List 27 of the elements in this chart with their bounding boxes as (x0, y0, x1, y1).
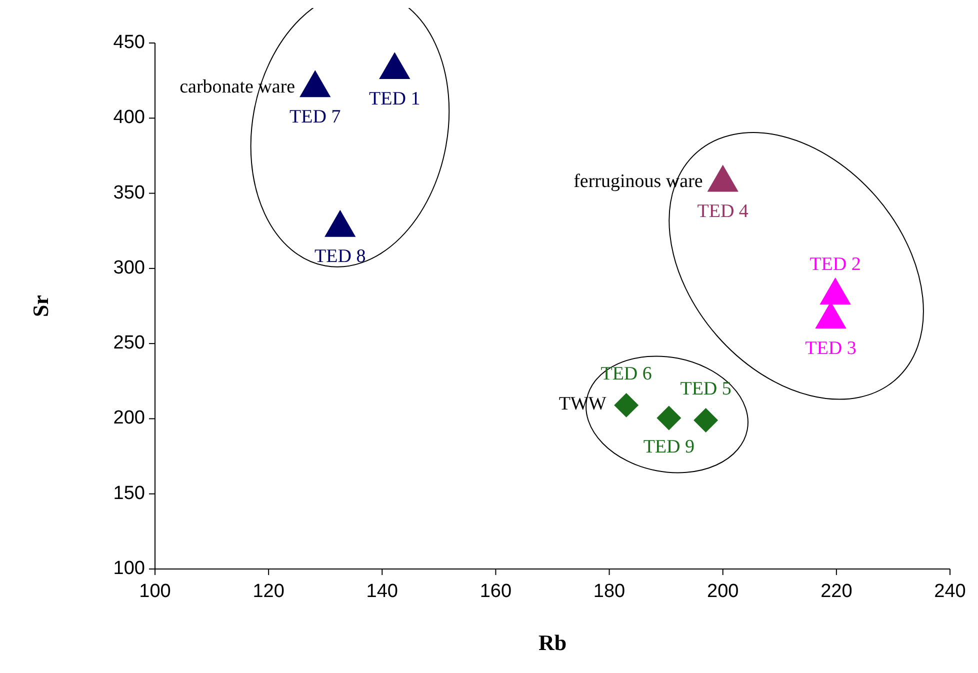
x-tick-label: 120 (252, 581, 284, 602)
y-axis-title: Sr (28, 294, 53, 317)
y-tick-label: 350 (113, 182, 145, 204)
data-label: TED 5 (680, 378, 732, 400)
x-tick-label: 220 (820, 581, 852, 602)
y-tick-label: 150 (113, 482, 145, 504)
data-label: TED 7 (290, 106, 341, 128)
y-tick-label: 200 (113, 408, 145, 429)
x-tick-label: 200 (707, 581, 739, 602)
data-label: TED 2 (810, 254, 861, 275)
x-axis-title: Rb (538, 630, 567, 655)
x-tick-label: 240 (934, 581, 966, 602)
x-tick-label: 100 (139, 581, 171, 602)
y-tick-label: 300 (113, 257, 145, 278)
data-label: TED 1 (369, 88, 420, 110)
x-tick-label: 160 (480, 581, 512, 602)
y-tick-label: 250 (113, 332, 145, 354)
x-tick-label: 180 (593, 581, 626, 602)
data-label: TED 6 (600, 364, 652, 385)
data-label: TED 4 (697, 201, 749, 222)
y-tick-label: 400 (113, 107, 145, 128)
y-tick-label: 100 (113, 558, 145, 580)
x-tick-label: 140 (366, 581, 398, 602)
data-label: TED 3 (805, 338, 856, 359)
data-label: TED 8 (314, 246, 366, 268)
data-label: TED 9 (643, 436, 695, 458)
y-tick-label: 450 (113, 32, 145, 54)
